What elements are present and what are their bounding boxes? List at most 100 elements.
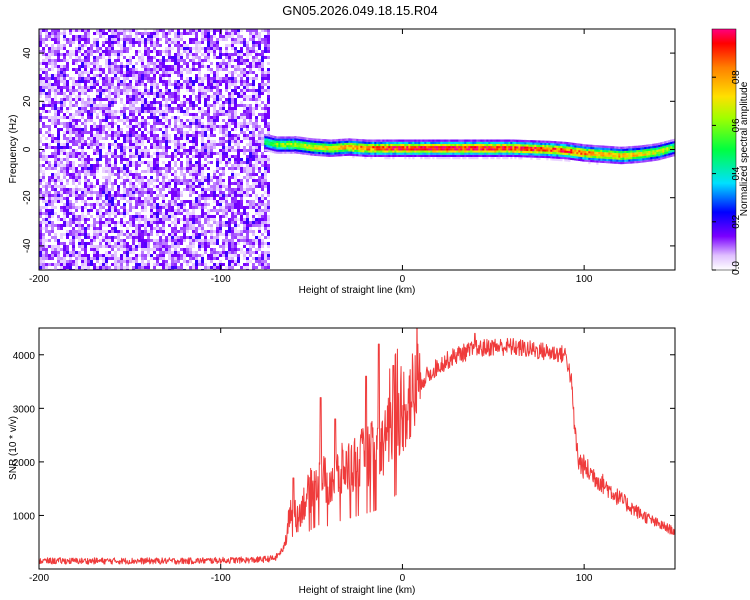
ridge-cell (380, 139, 383, 142)
noise-cell (207, 218, 210, 221)
noise-cell (249, 68, 252, 71)
noise-cell (51, 134, 54, 137)
ridge-cell (310, 138, 313, 141)
noise-cell (138, 242, 141, 245)
noise-cell (120, 218, 123, 221)
noise-cell (135, 71, 138, 74)
ridge-cell (296, 147, 299, 150)
noise-cell (63, 131, 66, 134)
noise-cell (189, 248, 192, 251)
ridge-cell (320, 145, 323, 148)
noise-cell (138, 212, 141, 215)
noise-cell (189, 170, 192, 173)
noise-cell (144, 248, 147, 251)
noise-cell (69, 56, 72, 59)
noise-cell (147, 92, 150, 95)
noise-cell (210, 77, 213, 80)
noise-cell (249, 185, 252, 188)
noise-cell (39, 266, 42, 270)
ridge-cell (294, 142, 297, 145)
noise-cell (168, 65, 171, 71)
noise-cell (39, 41, 42, 47)
noise-cell (141, 185, 144, 188)
noise-cell (213, 95, 216, 98)
ridge-cell (336, 143, 339, 146)
noise-cell (237, 257, 240, 263)
noise-cell (69, 149, 72, 152)
noise-cell (177, 62, 180, 68)
noise-cell (126, 173, 129, 176)
noise-cell (90, 194, 93, 197)
noise-cell (171, 65, 174, 68)
noise-cell (231, 74, 234, 77)
ridge-cell (390, 139, 393, 142)
noise-cell (42, 101, 45, 104)
noise-cell (147, 131, 150, 134)
noise-cell (216, 233, 219, 236)
noise-cell (264, 38, 267, 41)
noise-cell (261, 65, 264, 68)
ridge-cell (278, 138, 281, 141)
noise-cell (48, 68, 51, 71)
noise-cell (213, 191, 216, 197)
noise-cell (258, 179, 261, 182)
noise-cell (213, 98, 216, 101)
ridge-cell (284, 138, 287, 141)
noise-cell (234, 155, 237, 158)
noise-cell (42, 47, 45, 50)
noise-cell (45, 248, 48, 251)
noise-cell (126, 248, 129, 251)
noise-cell (243, 254, 246, 257)
noise-cell (207, 203, 210, 206)
noise-cell (150, 128, 153, 131)
noise-cell (264, 260, 267, 263)
noise-cell (78, 257, 81, 260)
noise-cell (195, 50, 198, 53)
noise-cell (183, 221, 186, 224)
noise-cell (252, 134, 255, 137)
noise-cell (195, 38, 198, 41)
noise-cell (123, 179, 126, 182)
noise-cell (57, 263, 60, 266)
noise-cell (72, 161, 75, 164)
noise-cell (75, 263, 78, 266)
noise-cell (147, 260, 150, 263)
noise-cell (108, 101, 111, 104)
noise-cell (45, 131, 48, 134)
noise-cell (99, 257, 102, 260)
noise-cell (117, 233, 120, 236)
noise-cell (183, 203, 186, 206)
noise-cell (267, 194, 270, 197)
noise-cell (222, 38, 225, 41)
noise-cell (51, 152, 54, 155)
noise-cell (183, 146, 186, 149)
noise-cell (81, 29, 84, 32)
noise-cell (69, 251, 72, 254)
noise-cell (198, 47, 201, 50)
noise-cell (99, 143, 102, 146)
noise-cell (126, 209, 129, 212)
noise-cell (150, 92, 153, 95)
noise-cell (135, 170, 138, 173)
noise-cell (195, 197, 198, 203)
noise-cell (183, 200, 186, 203)
noise-cell (261, 143, 264, 146)
ridge-cell (382, 152, 385, 155)
ridge-cell (270, 145, 273, 149)
noise-cell (51, 107, 54, 110)
noise-cell (216, 95, 219, 101)
noise-cell (168, 245, 171, 248)
noise-cell (138, 221, 141, 224)
noise-cell (210, 233, 213, 236)
noise-cell (249, 224, 252, 227)
noise-cell (123, 242, 126, 245)
noise-cell (54, 263, 57, 266)
noise-cell (171, 266, 174, 270)
noise-cell (222, 224, 225, 227)
noise-cell (156, 137, 159, 140)
noise-cell (258, 182, 261, 188)
noise-cell (54, 35, 57, 38)
noise-cell (237, 218, 240, 221)
noise-cell (102, 230, 105, 233)
noise-cell (201, 38, 204, 41)
